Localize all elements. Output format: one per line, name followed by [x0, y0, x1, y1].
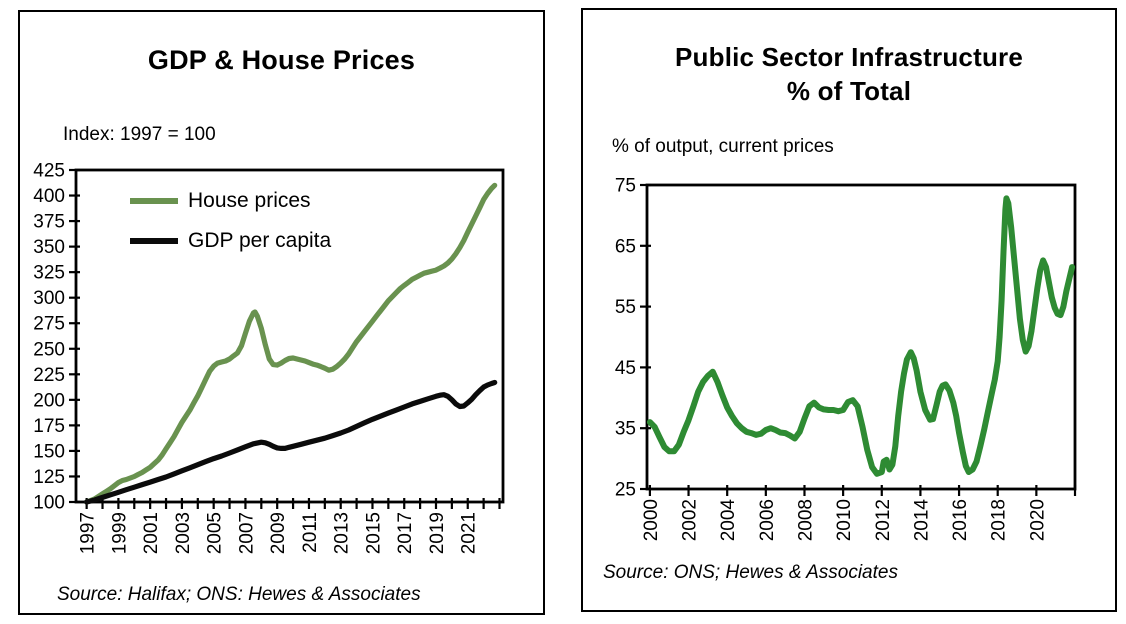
y-tick-label: 125	[33, 467, 65, 488]
left-chart-subtitle: Index: 1997 = 100	[63, 124, 216, 145]
y-tick-label: 75	[615, 176, 636, 197]
plot-frame	[74, 168, 505, 504]
y-tick-label: 325	[33, 263, 65, 284]
x-tick-label: 2006	[757, 499, 778, 541]
x-tick-label: 2007	[236, 512, 257, 554]
x-tick-label: 2003	[173, 512, 194, 554]
right-chart-subtitle: % of output, current prices	[612, 136, 834, 157]
y-tick-label: 350	[33, 237, 65, 258]
house-prices-line-swatch	[130, 198, 178, 204]
right-chart-title-line2: % of Total	[786, 76, 912, 106]
plot-frame	[645, 183, 1077, 491]
page-title-right: Public Sector Infrastructure % of Total	[583, 40, 1115, 108]
y-tick-label: 225	[33, 365, 65, 386]
y-tick-label: 175	[33, 416, 65, 437]
public-sector-infrastructure-chart-card: 25 35 45 55 65 75 2000 2002 2004 2006 2008 2010 2012…	[581, 8, 1117, 612]
right-chart-source: Source: ONS; Hewes & Associates	[603, 562, 898, 583]
x-tick-label: 2016	[950, 499, 971, 541]
y-tick-label: 45	[615, 358, 636, 379]
y-tick-label: 250	[33, 339, 65, 360]
x-tick-label: 2014	[911, 499, 932, 542]
y-tick-label: 100	[33, 493, 65, 514]
x-tick-label: 2010	[834, 499, 855, 541]
legend-item-house-prices: House prices	[130, 188, 331, 214]
page-title-left: GDP & House Prices	[147, 45, 416, 75]
series-line	[83, 379, 498, 505]
x-tick-label: 2019	[427, 512, 448, 554]
y-tick-label: 25	[615, 480, 636, 501]
y-tick-label: 300	[33, 288, 65, 309]
legend-label-house-prices: House prices	[188, 189, 311, 212]
x-tick-label: 2002	[680, 499, 701, 541]
y-tick-label: 55	[615, 297, 636, 318]
y-tick-label: 150	[33, 441, 65, 462]
x-tick-label: 2018	[989, 499, 1010, 541]
gdp-house-prices-plot: 100 125 150 175 200 225 250 275 300 325 350 375 400 4…	[33, 161, 505, 554]
x-tick-label: 2008	[795, 499, 816, 541]
public-sector-infrastructure-plot: 25 35 45 55 65 75 2000 2002 2004 2006 2008 2010 2012…	[615, 176, 1077, 542]
y-tick-label: 425	[33, 161, 65, 182]
gdp-house-prices-chart-card: 100 125 150 175 200 225 250 275 300 325 350 375 400 4…	[18, 10, 545, 615]
x-tick-label: 2011	[300, 512, 321, 553]
legend-item-gdp-per-capita: GDP per capita	[130, 228, 331, 254]
series-line	[83, 182, 498, 505]
y-tick-label: 65	[615, 236, 636, 257]
legend: House prices GDP per capita	[130, 188, 331, 268]
x-tick-label: 2001	[141, 512, 162, 554]
y-tick-label: 35	[615, 419, 636, 440]
legend-label-gdp-per-capita: GDP per capita	[188, 229, 332, 252]
x-tick-label: 2020	[1027, 499, 1048, 541]
x-tick-label: 2004	[718, 499, 739, 542]
y-tick-label: 275	[33, 314, 65, 335]
x-tick-label: 1999	[109, 512, 130, 554]
x-tick-label: 2021	[459, 512, 480, 554]
y-tick-label: 400	[33, 186, 65, 207]
x-tick-label: 2017	[395, 512, 416, 554]
left-chart-source: Source: Halifax; ONS: Hewes & Associates	[57, 584, 421, 605]
x-tick-label: 2005	[205, 512, 226, 554]
x-tick-label: 2012	[873, 499, 894, 541]
y-tick-label: 375	[33, 212, 65, 233]
x-tick-label: 2015	[363, 512, 384, 554]
gdp-per-capita-line-swatch	[130, 238, 178, 244]
x-tick-label: 2009	[268, 512, 289, 554]
right-chart-title-line1: Public Sector Infrastructure	[674, 42, 1024, 72]
x-tick-label: 1997	[78, 512, 99, 554]
y-tick-label: 200	[33, 390, 65, 411]
series-line	[646, 195, 1076, 477]
x-tick-label: 2000	[641, 499, 662, 541]
x-tick-label: 2013	[332, 512, 353, 554]
